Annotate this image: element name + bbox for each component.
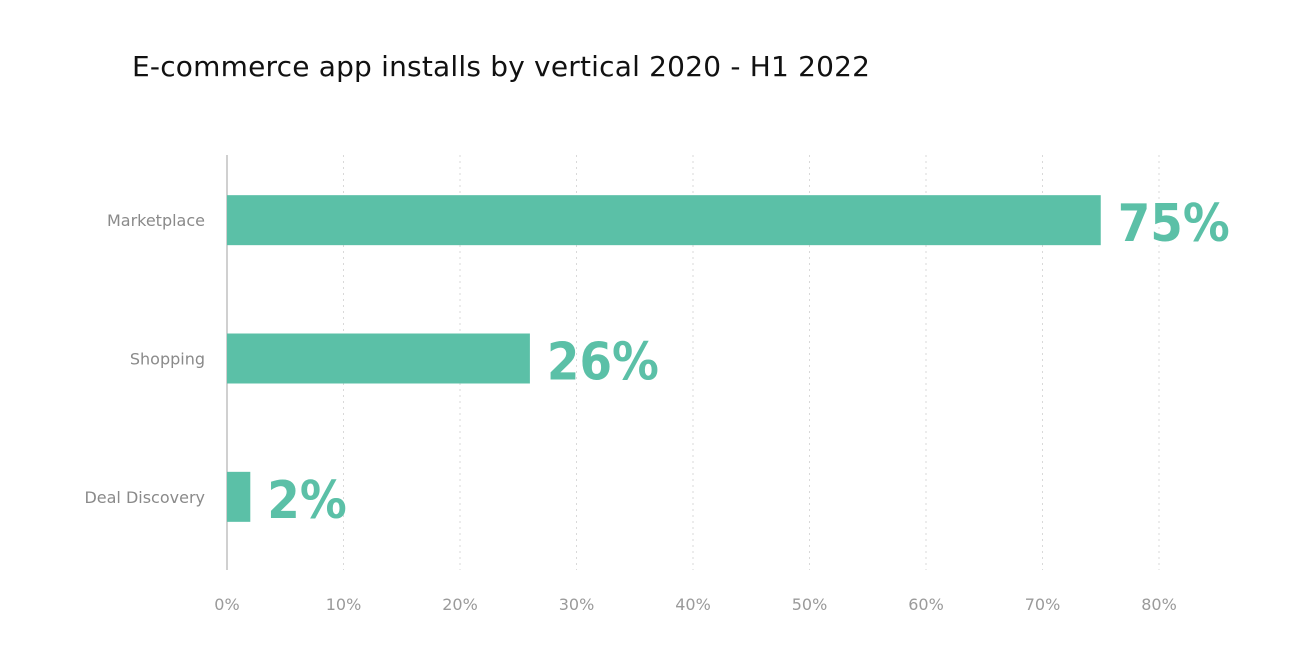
x-tick-label: 20% xyxy=(442,595,478,614)
data-label: 2% xyxy=(267,471,346,531)
x-tick-label: 30% xyxy=(559,595,595,614)
x-tick-labels: 0% 10% 20% 30% 40% 50% 60% 70% 80% xyxy=(214,595,1176,614)
category-label: Shopping xyxy=(130,350,205,369)
category-labels: Marketplace Shopping Deal Discovery xyxy=(84,211,205,507)
bar xyxy=(227,195,1101,246)
x-tick-label: 0% xyxy=(214,595,239,614)
chart-title: E-commerce app installs by vertical 2020… xyxy=(132,50,871,83)
data-labels: 75% 26% 2% xyxy=(267,194,1229,531)
category-label: Marketplace xyxy=(107,211,205,230)
x-tick-label: 10% xyxy=(326,595,362,614)
category-label: Deal Discovery xyxy=(84,488,205,507)
x-tick-label: 80% xyxy=(1141,595,1177,614)
x-tick-label: 50% xyxy=(792,595,828,614)
data-label: 75% xyxy=(1118,194,1230,254)
x-tick-label: 40% xyxy=(675,595,711,614)
x-tick-label: 60% xyxy=(908,595,944,614)
bar xyxy=(227,471,251,522)
bars xyxy=(227,195,1101,522)
data-label: 26% xyxy=(547,333,659,393)
x-tick-label: 70% xyxy=(1025,595,1061,614)
bar xyxy=(227,333,530,384)
